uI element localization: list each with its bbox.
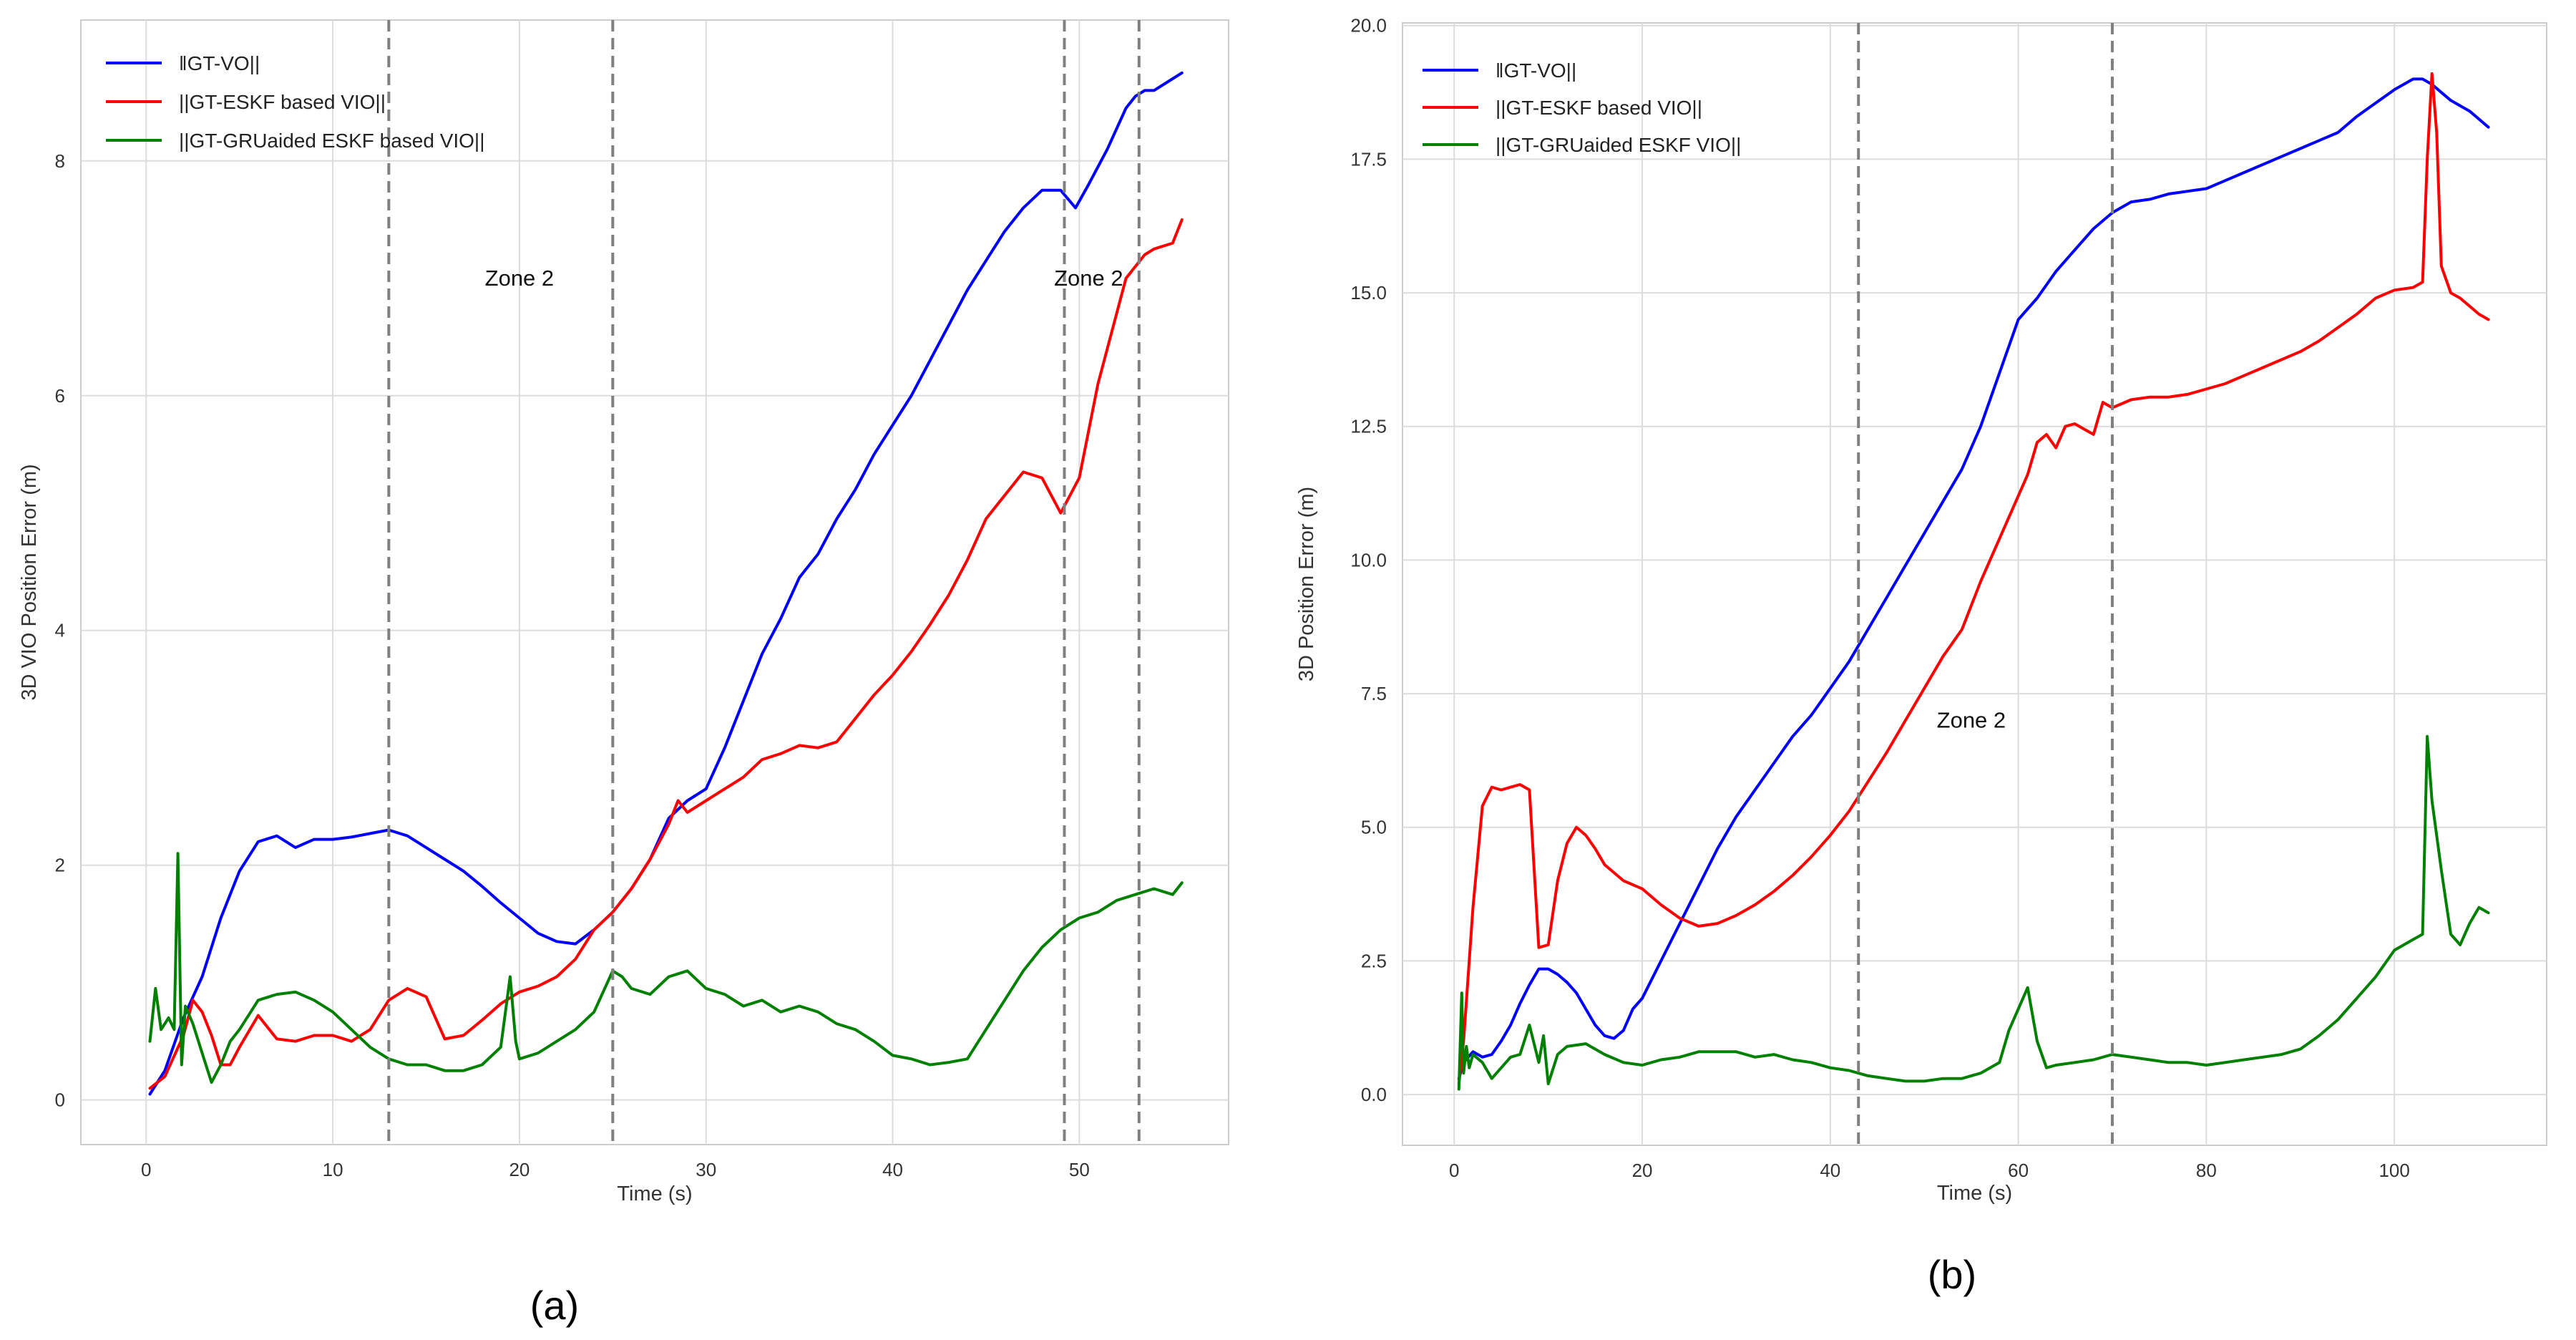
y-tick-label: 0.0 xyxy=(1361,1084,1387,1105)
y-tick-label: 10.0 xyxy=(1350,549,1387,571)
y-tick-label: 7.5 xyxy=(1361,683,1387,704)
chart-a: 0 10 20 30 40 50 0 2 4 6 8 Time (s) 3D VIO Position … xyxy=(18,19,1229,1205)
x-tick-label: 100 xyxy=(2379,1160,2409,1181)
x-tick-label: 30 xyxy=(696,1159,716,1180)
x-tick-label: 20 xyxy=(509,1159,530,1180)
series-line-2 xyxy=(1457,72,2490,1086)
y-tick-label: 12.5 xyxy=(1350,416,1387,437)
y-tick-label: 15.0 xyxy=(1350,282,1387,304)
panel-label-b: (b) xyxy=(1928,1252,1976,1297)
x-axis-label: Time (s) xyxy=(1937,1182,2012,1205)
x-tick-label: 40 xyxy=(1820,1160,1840,1181)
series-line-3 xyxy=(148,852,1184,1084)
x-tick-label: 40 xyxy=(882,1159,903,1180)
series-line-1 xyxy=(148,71,1184,1096)
y-tick-label: 2 xyxy=(55,855,65,876)
y-tick-label: 8 xyxy=(55,150,65,172)
legend-entry: ‖GT-VO|| xyxy=(179,52,260,74)
series-line-1 xyxy=(1457,77,2490,1080)
y-tick-label: 6 xyxy=(55,385,65,407)
legend-entry: ||GT-ESKF based VIO|| xyxy=(179,91,386,113)
x-tick-label: 80 xyxy=(2196,1160,2217,1181)
y-tick-label: 4 xyxy=(55,620,65,641)
legend-entry: ||GT-GRUaided ESKF based VIO|| xyxy=(179,130,484,152)
legend-entry: ||GT-GRUaided ESKF VIO|| xyxy=(1496,134,1741,156)
panel-label-a: (a) xyxy=(530,1283,579,1328)
series-line-2 xyxy=(148,218,1184,1090)
series-line-3 xyxy=(1457,734,2490,1091)
zone-annotation: Zone 2 xyxy=(485,266,555,291)
y-axis-label: 3D Position Error (m) xyxy=(1295,487,1318,681)
plot-area xyxy=(80,19,1229,1145)
x-tick-label: 60 xyxy=(2008,1160,2029,1181)
zone-annotation: Zone 2 xyxy=(1054,266,1123,291)
x-tick-label: 20 xyxy=(1632,1160,1653,1181)
chart-b: 0 20 40 60 80 100 0.0 2.5 5.0 7.5 10.0 12.5 15.0 17.5… xyxy=(1295,15,2547,1205)
x-tick-label: 50 xyxy=(1069,1159,1090,1180)
y-axis-label: 3D VIO Position Error (m) xyxy=(18,464,41,700)
legend-entry: ‖GT-VO|| xyxy=(1496,59,1576,82)
y-tick-label: 20.0 xyxy=(1350,15,1387,37)
x-tick-label: 0 xyxy=(141,1159,151,1180)
x-tick-label: 10 xyxy=(323,1159,343,1180)
x-tick-label: 0 xyxy=(1449,1160,1459,1181)
zone-annotation: Zone 2 xyxy=(1937,707,2006,732)
y-tick-label: 5.0 xyxy=(1361,817,1387,838)
y-tick-label: 2.5 xyxy=(1361,950,1387,971)
y-tick-label: 17.5 xyxy=(1350,148,1387,170)
legend-entry: ||GT-ESKF based VIO|| xyxy=(1496,97,1702,119)
x-axis-label: Time (s) xyxy=(617,1183,692,1205)
plot-area xyxy=(1402,22,2547,1146)
y-tick-label: 0 xyxy=(55,1089,65,1111)
